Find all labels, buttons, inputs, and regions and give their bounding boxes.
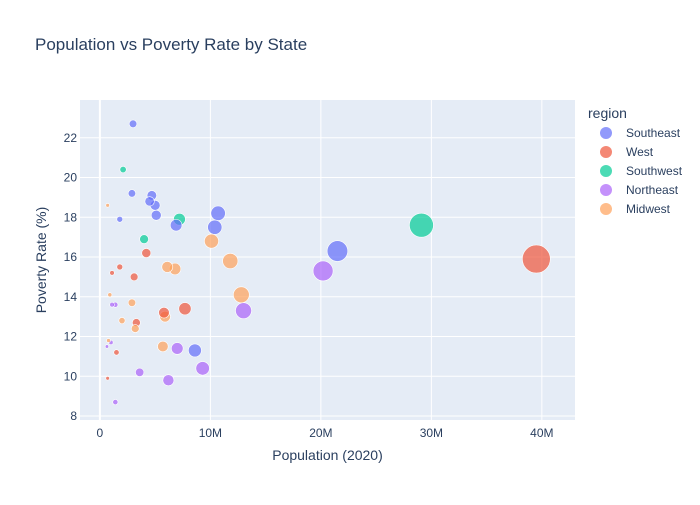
legend-marker-midwest bbox=[600, 203, 612, 215]
data-point-west bbox=[141, 248, 152, 258]
data-point-west bbox=[113, 349, 120, 356]
axis-ticks: 8 10 12 14 16 18 20 22 0 10M 20M 30M 40M bbox=[64, 131, 554, 440]
data-point-southeast bbox=[169, 219, 183, 232]
data-point-southeast bbox=[207, 219, 223, 235]
x-tick-label: 30M bbox=[420, 426, 443, 440]
legend-label-southeast: Southeast bbox=[626, 126, 681, 140]
data-point-southwest bbox=[409, 212, 434, 238]
legend-items: Southeast West Southwest Northeast Midwest bbox=[600, 126, 683, 216]
x-tick-label: 0 bbox=[97, 426, 104, 440]
data-point-midwest bbox=[118, 317, 126, 325]
data-point-northeast bbox=[195, 361, 210, 376]
data-point-midwest bbox=[161, 261, 174, 273]
data-point-northeast bbox=[171, 342, 184, 355]
data-point-southeast bbox=[210, 205, 226, 221]
x-axis-title: Population (2020) bbox=[272, 447, 383, 463]
y-tick-label: 8 bbox=[70, 409, 77, 423]
data-point-midwest bbox=[127, 298, 137, 307]
legend-marker-west bbox=[600, 146, 612, 158]
data-point-southeast bbox=[188, 343, 202, 358]
data-point-midwest bbox=[233, 286, 250, 304]
data-point-southwest bbox=[139, 234, 149, 244]
data-point-southeast bbox=[127, 189, 137, 198]
legend-marker-southeast bbox=[600, 127, 612, 139]
legend: region Southeast West Southwest Northeast Mi… bbox=[588, 105, 683, 216]
data-point-southeast bbox=[128, 119, 138, 129]
data-points bbox=[104, 119, 551, 406]
data-point-midwest bbox=[130, 324, 140, 333]
data-point-west bbox=[105, 376, 110, 381]
data-point-midwest bbox=[106, 338, 111, 343]
y-tick-label: 12 bbox=[64, 330, 78, 344]
data-point-northeast bbox=[235, 302, 252, 320]
data-point-west bbox=[116, 263, 124, 271]
x-tick-label: 40M bbox=[530, 426, 553, 440]
y-tick-label: 20 bbox=[64, 171, 78, 185]
legend-label-west: West bbox=[626, 145, 654, 159]
data-point-midwest bbox=[105, 203, 110, 208]
data-point-west bbox=[178, 302, 192, 316]
data-point-midwest bbox=[157, 340, 169, 353]
x-tick-label: 10M bbox=[199, 426, 222, 440]
legend-marker-southwest bbox=[600, 165, 612, 177]
data-point-west bbox=[522, 244, 551, 274]
y-tick-label: 16 bbox=[64, 250, 78, 264]
data-point-northeast bbox=[162, 374, 175, 387]
data-point-southeast bbox=[116, 215, 124, 223]
data-point-southeast bbox=[326, 240, 349, 262]
data-point-midwest bbox=[222, 253, 239, 269]
data-point-west bbox=[129, 272, 139, 282]
data-point-northeast bbox=[109, 302, 115, 308]
data-point-midwest bbox=[107, 292, 113, 298]
x-tick-label: 20M bbox=[309, 426, 332, 440]
plot-area bbox=[80, 100, 575, 420]
y-axis-title: Poverty Rate (%) bbox=[33, 207, 49, 314]
y-tick-label: 18 bbox=[64, 210, 78, 224]
y-tick-label: 10 bbox=[64, 369, 78, 383]
data-point-northeast bbox=[112, 399, 119, 406]
data-point-northeast bbox=[135, 367, 145, 377]
y-tick-label: 22 bbox=[64, 131, 78, 145]
legend-title: region bbox=[588, 105, 627, 121]
data-point-west bbox=[109, 270, 115, 276]
legend-marker-northeast bbox=[600, 184, 612, 196]
data-point-southwest bbox=[119, 166, 127, 174]
data-point-northeast bbox=[104, 344, 110, 349]
data-point-southeast bbox=[150, 209, 162, 221]
data-point-west bbox=[158, 307, 170, 319]
data-point-midwest bbox=[204, 233, 219, 249]
data-point-northeast bbox=[312, 260, 334, 282]
data-point-southeast bbox=[144, 196, 155, 207]
legend-label-southwest: Southwest bbox=[626, 164, 683, 178]
legend-label-northeast: Northeast bbox=[626, 183, 679, 197]
y-tick-label: 14 bbox=[64, 290, 78, 304]
chart-title: Population vs Poverty Rate by State bbox=[35, 35, 307, 54]
legend-label-midwest: Midwest bbox=[626, 202, 671, 216]
